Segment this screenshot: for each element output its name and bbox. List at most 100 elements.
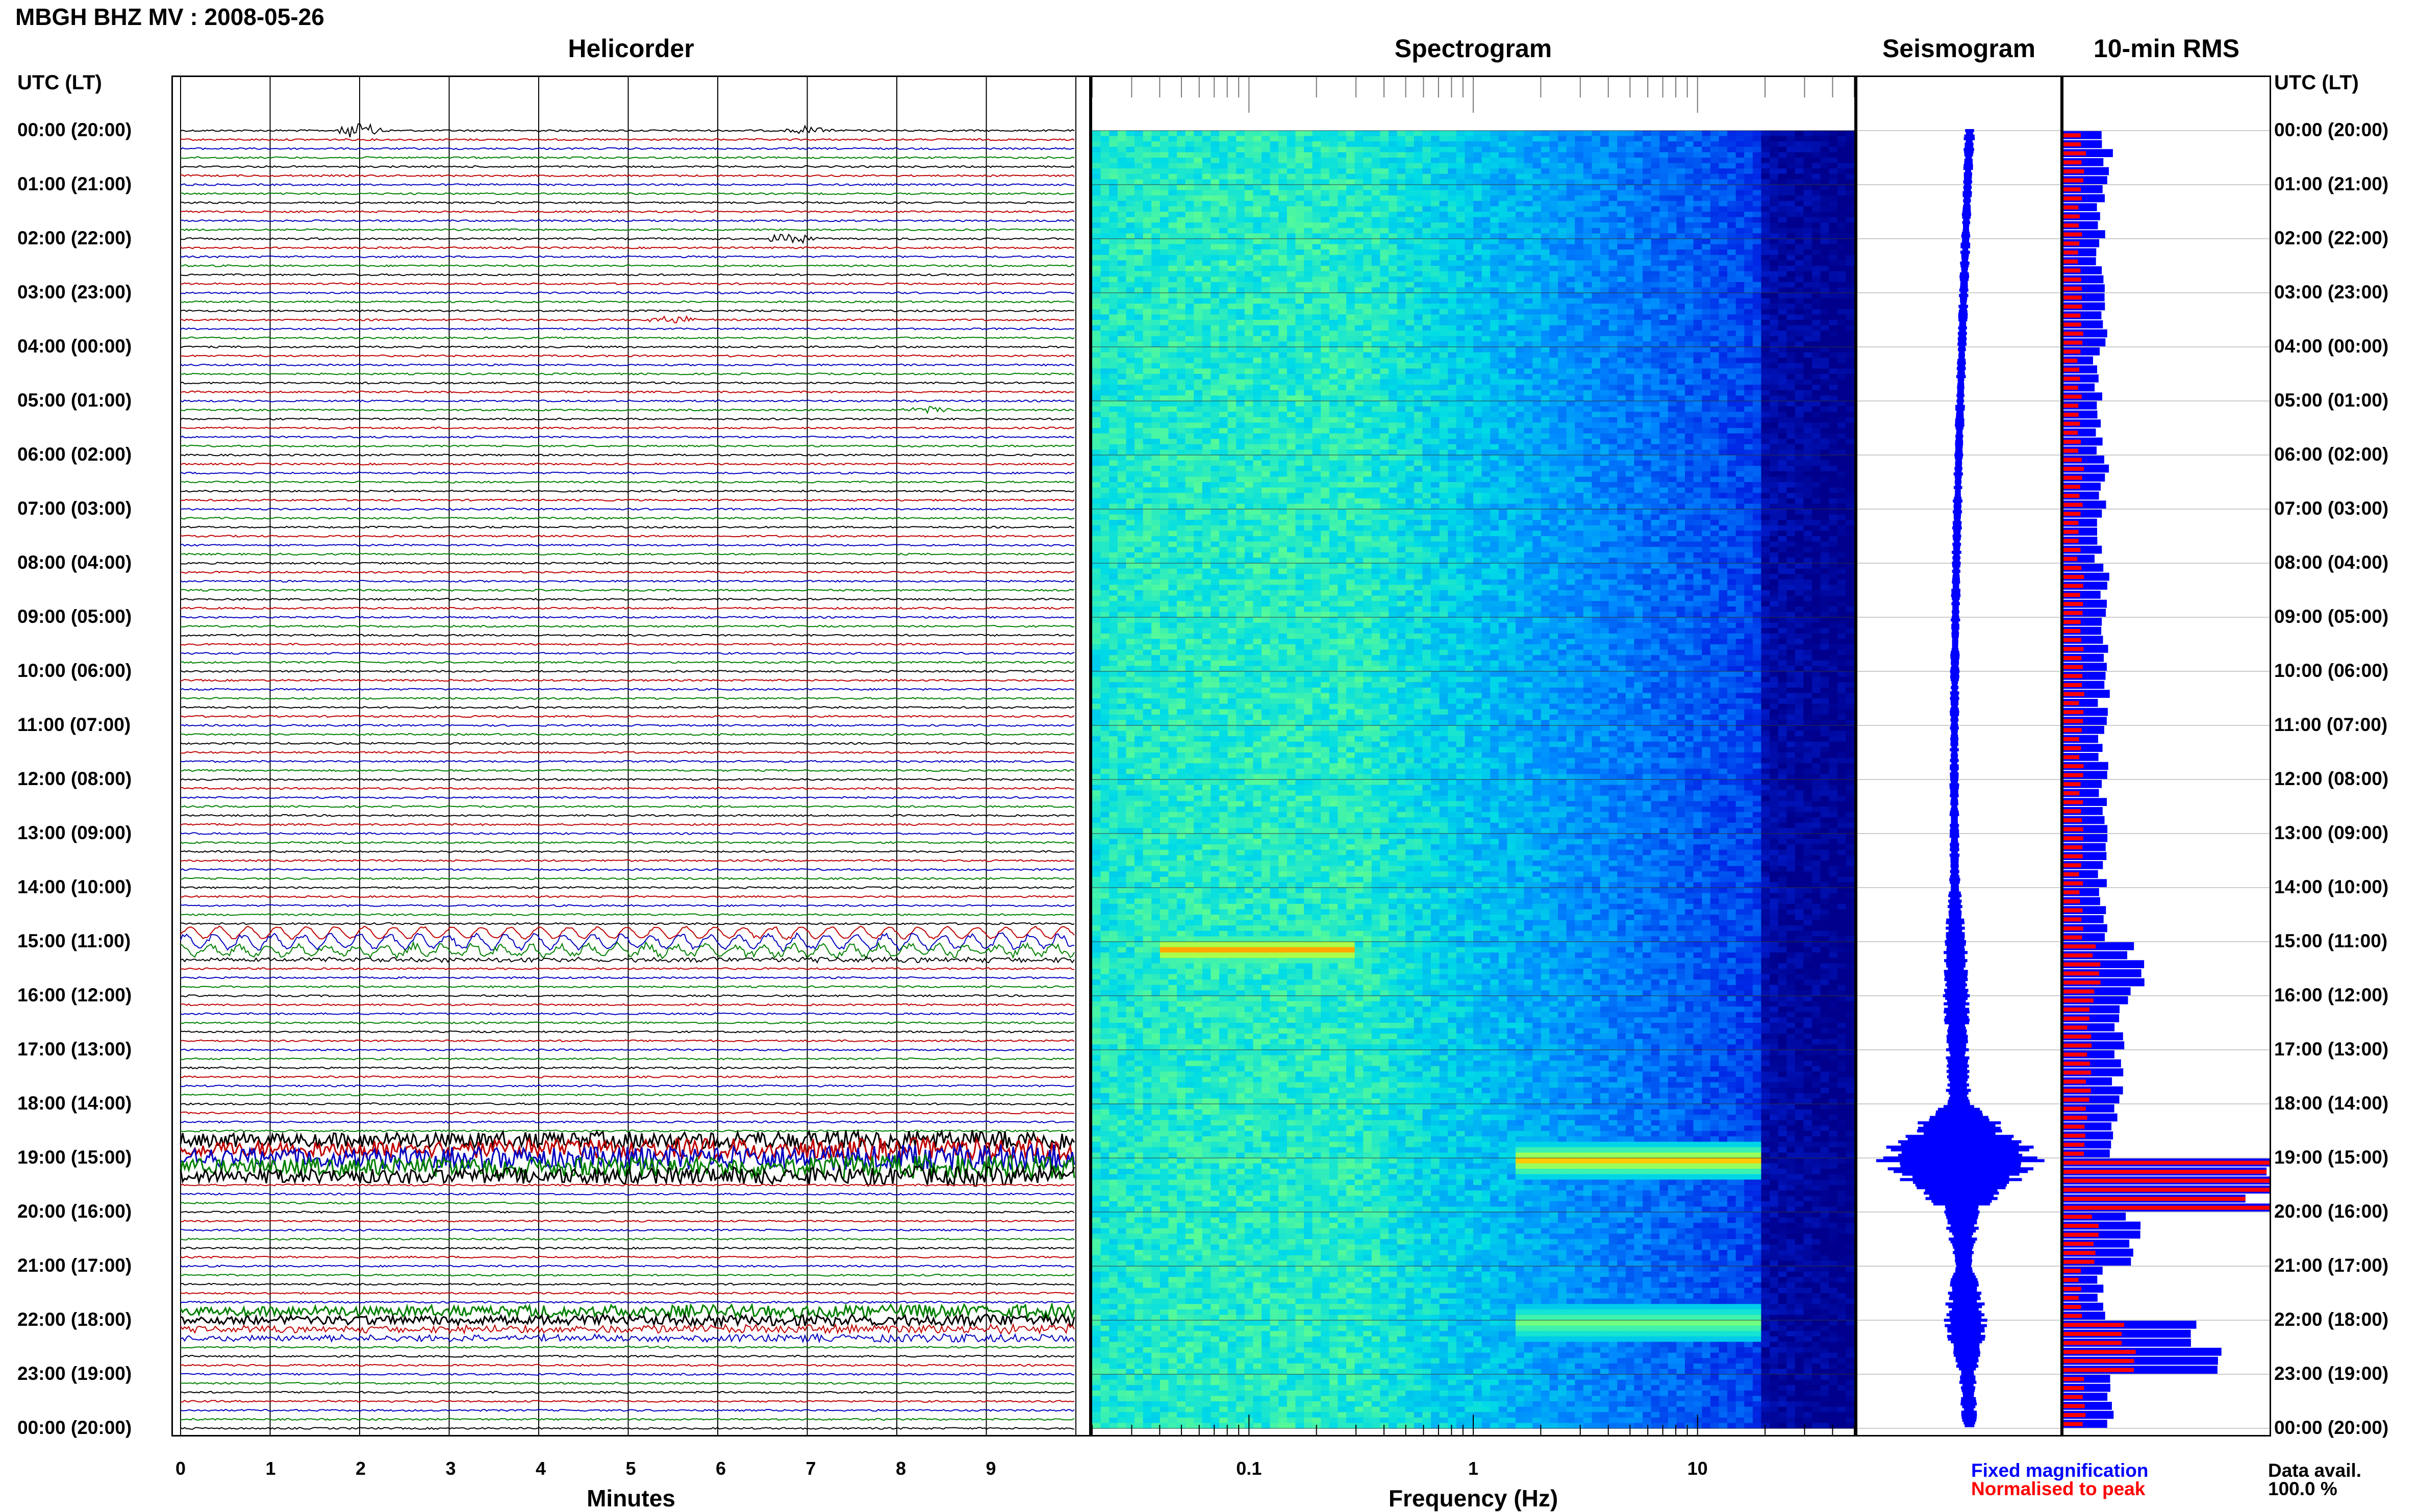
spectrogram-cell [1355, 385, 1364, 390]
spectrogram-cell [1168, 352, 1177, 358]
spectrogram-cell [1262, 174, 1270, 180]
spectrogram-cell [1380, 131, 1389, 136]
spectrogram-cell [1245, 147, 1253, 153]
spectrogram-cell [1575, 380, 1583, 385]
spectrogram-cell [1397, 179, 1406, 185]
spectrogram-cell [1567, 233, 1575, 239]
spectrogram-cell [1287, 147, 1296, 153]
spectrogram-cell [1659, 136, 1668, 142]
spectrogram-cell [1651, 174, 1660, 180]
spectrogram-cell [1346, 266, 1355, 271]
spectrogram-cell [1482, 282, 1491, 288]
spectrogram-cell [1651, 320, 1660, 325]
spectrogram-cell [1490, 336, 1499, 342]
spectrogram-cell [1287, 228, 1296, 234]
spectrogram-cell [1219, 282, 1228, 288]
spectrogram-cell [1719, 201, 1727, 207]
spectrogram-cell [1634, 260, 1643, 266]
spectrogram-cell [1778, 363, 1787, 369]
spectrogram-cell [1490, 276, 1499, 282]
spectrogram-cell [1287, 163, 1296, 169]
helicorder-trace [181, 968, 1074, 969]
spectrogram-cell [1837, 385, 1846, 390]
spectrogram-cell [1448, 271, 1456, 277]
spectrogram-cell [1549, 395, 1558, 401]
spectrogram-cell [1456, 401, 1465, 407]
helicorder-trace [181, 770, 1074, 772]
spectrogram-cell [1803, 304, 1812, 309]
spectrogram-cell [1736, 222, 1745, 228]
spectrogram-cell [1228, 380, 1237, 385]
spectrogram-cell [1710, 174, 1719, 180]
spectrogram-cell [1092, 222, 1101, 228]
helicorder-trace [181, 1202, 1074, 1204]
helicorder-trace [181, 346, 1074, 347]
spectrogram-cell [1338, 249, 1346, 255]
spectrogram-cell [1617, 368, 1626, 374]
spectrogram-cell [1837, 395, 1846, 401]
spectrogram-cell [1482, 206, 1491, 212]
spectrogram-cell [1363, 407, 1372, 412]
spectrogram-cell [1422, 380, 1431, 385]
spectrogram-cell [1270, 244, 1279, 250]
spectrogram-cell [1803, 260, 1812, 266]
spectrogram-cell [1710, 158, 1719, 163]
spectrogram-cell [1812, 195, 1821, 201]
spectrogram-cell [1440, 228, 1448, 234]
spectrogram-cell [1524, 314, 1533, 320]
spectrogram-cell [1397, 152, 1406, 158]
spectrogram-cell [1778, 266, 1787, 271]
spectrogram-cell [1803, 298, 1812, 304]
spectrogram-cell [1727, 222, 1736, 228]
spectrogram-cell [1363, 271, 1372, 277]
spectrogram-cell [1592, 276, 1600, 282]
spectrogram-cell [1287, 374, 1296, 380]
spectrogram-cell [1837, 228, 1846, 234]
spectrogram-cell [1490, 407, 1499, 412]
spectrogram-cell [1600, 239, 1609, 244]
spectrogram-cell [1643, 212, 1651, 217]
spectrogram-cell [1380, 380, 1389, 385]
spectrogram-cell [1575, 136, 1583, 142]
spectrogram-cell [1194, 239, 1202, 244]
spectrogram-cell [1744, 168, 1753, 174]
spectrogram-cell [1295, 217, 1304, 223]
spectrogram-cell [1431, 412, 1440, 417]
spectrogram-cell [1626, 217, 1634, 223]
spectrogram-cell [1821, 325, 1829, 331]
spectrogram-cell [1583, 309, 1592, 315]
spectrogram-cell [1329, 222, 1338, 228]
spectrogram-cell [1194, 390, 1202, 396]
spectrogram-cell [1668, 282, 1677, 288]
spectrogram-cell [1803, 228, 1812, 234]
spectrogram-cell [1440, 152, 1448, 158]
spectrogram-cell [1313, 309, 1321, 315]
spectrogram-cell [1583, 228, 1592, 234]
helicorder-trace [181, 1130, 1074, 1131]
spectrogram-cell [1380, 287, 1389, 293]
spectrogram-cell [1651, 266, 1660, 271]
spectrogram-cell [1770, 347, 1778, 352]
spectrogram-cell [1194, 228, 1202, 234]
spectrogram-cell [1558, 271, 1567, 277]
spectrogram-cell [1770, 271, 1778, 277]
spectrogram-cell [1651, 136, 1660, 142]
time-label-left: 23:00 (19:00) [17, 1363, 132, 1384]
spectrogram-cell [1431, 136, 1440, 142]
spectrogram-cell [1448, 201, 1456, 207]
spectrogram-cell [1186, 136, 1194, 142]
spectrogram-cell [1126, 158, 1135, 163]
spectrogram-cell [1405, 325, 1414, 331]
spectrogram-cell [1287, 390, 1296, 396]
spectrogram-cell [1397, 331, 1406, 336]
spectrogram-cell [1770, 206, 1778, 212]
spectrogram-cell [1609, 179, 1618, 185]
spectrogram-cell [1397, 336, 1406, 342]
spectrogram-cell [1821, 239, 1829, 244]
spectrogram-cell [1634, 168, 1643, 174]
spectrogram-cell [1567, 314, 1575, 320]
spectrogram-cell [1626, 141, 1634, 147]
time-label-right: 17:00 (13:00) [2274, 1039, 2388, 1060]
spectrogram-cell [1541, 239, 1550, 244]
spectrogram-cell [1431, 374, 1440, 380]
